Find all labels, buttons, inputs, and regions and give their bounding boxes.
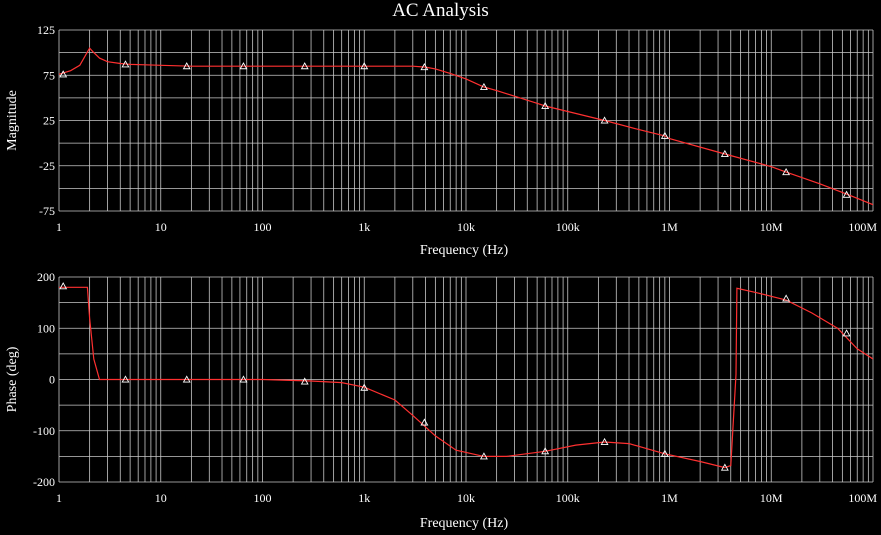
magnitude-xtick-label: 1M bbox=[661, 220, 678, 234]
magnitude-xtick-label: 100k bbox=[556, 220, 580, 234]
phase-marker bbox=[479, 452, 488, 460]
phase-ytick-label: 0 bbox=[49, 373, 55, 387]
phase-x-axis-title: Frequency (Hz) bbox=[420, 516, 509, 531]
magnitude-plot: 125 75 25 -25 -751 10 100 1k 10k 100k 1M 10M 100M Fre… bbox=[5, 23, 877, 258]
phase-marker bbox=[842, 329, 851, 337]
magnitude-xtick-label: 10 bbox=[155, 220, 167, 234]
phase-ytick-label: -100 bbox=[33, 424, 55, 438]
magnitude-marker bbox=[479, 82, 488, 91]
phase-ytick-label: 200 bbox=[37, 270, 55, 284]
phase-marker bbox=[182, 375, 191, 383]
phase-xtick-label: 1 bbox=[56, 491, 62, 505]
magnitude-marker bbox=[660, 131, 669, 139]
phase-marker bbox=[239, 375, 248, 383]
phase-marker bbox=[59, 282, 68, 290]
magnitude-trace bbox=[59, 47, 873, 206]
phase-xtick-label: 100 bbox=[254, 491, 272, 505]
magnitude-marker bbox=[360, 62, 369, 70]
magnitude-marker bbox=[121, 60, 130, 68]
phase-y-axis-title: Phase (deg) bbox=[5, 346, 20, 412]
magnitude-xtick-label: 100 bbox=[254, 220, 272, 234]
magnitude-ytick-label: 25 bbox=[43, 114, 55, 128]
phase-xtick-label: 10k bbox=[457, 491, 475, 505]
phase-marker bbox=[541, 447, 550, 455]
phase-trace bbox=[59, 286, 873, 469]
magnitude-ytick-label: 75 bbox=[43, 68, 55, 82]
magnitude-xtick-label: 10k bbox=[457, 220, 475, 234]
phase-marker bbox=[720, 463, 729, 471]
phase-xtick-label: 10 bbox=[155, 491, 167, 505]
phase-ytick-label: 100 bbox=[37, 321, 55, 335]
magnitude-xtick-label: 1k bbox=[358, 220, 370, 234]
magnitude-xtick-label: 100M bbox=[848, 220, 877, 234]
phase-marker bbox=[420, 418, 429, 426]
magnitude-marker bbox=[59, 70, 68, 78]
phase-marker bbox=[782, 294, 791, 302]
magnitude-marker bbox=[600, 116, 609, 124]
magnitude-marker bbox=[720, 149, 729, 157]
magnitude-marker bbox=[842, 190, 851, 198]
phase-xtick-label: 10M bbox=[760, 491, 783, 505]
magnitude-marker bbox=[420, 62, 429, 71]
phase-xtick-label: 100k bbox=[556, 491, 580, 505]
phase-marker bbox=[600, 437, 609, 446]
magnitude-marker bbox=[239, 62, 248, 70]
phase-marker bbox=[121, 375, 130, 383]
magnitude-y-axis-title: Magnitude bbox=[5, 90, 20, 151]
magnitude-x-axis-title: Frequency (Hz) bbox=[420, 243, 509, 258]
magnitude-xtick-label: 1 bbox=[56, 220, 62, 234]
magnitude-marker bbox=[782, 167, 791, 176]
magnitude-marker bbox=[182, 62, 191, 70]
magnitude-marker bbox=[541, 101, 550, 110]
phase-xtick-label: 1k bbox=[358, 491, 370, 505]
magnitude-ytick-label: 125 bbox=[37, 23, 55, 37]
phase-xtick-label: 100M bbox=[848, 491, 877, 505]
magnitude-ytick-label: -75 bbox=[39, 204, 55, 218]
magnitude-marker bbox=[300, 62, 309, 70]
window-title: AC Analysis bbox=[392, 0, 489, 21]
phase-marker bbox=[660, 449, 669, 457]
phase-ytick-label: -200 bbox=[33, 475, 55, 489]
phase-marker bbox=[360, 383, 369, 391]
magnitude-ytick-label: -25 bbox=[39, 159, 55, 173]
phase-xtick-label: 1M bbox=[661, 491, 678, 505]
magnitude-xtick-label: 10M bbox=[760, 220, 783, 234]
phase-marker bbox=[300, 377, 309, 385]
